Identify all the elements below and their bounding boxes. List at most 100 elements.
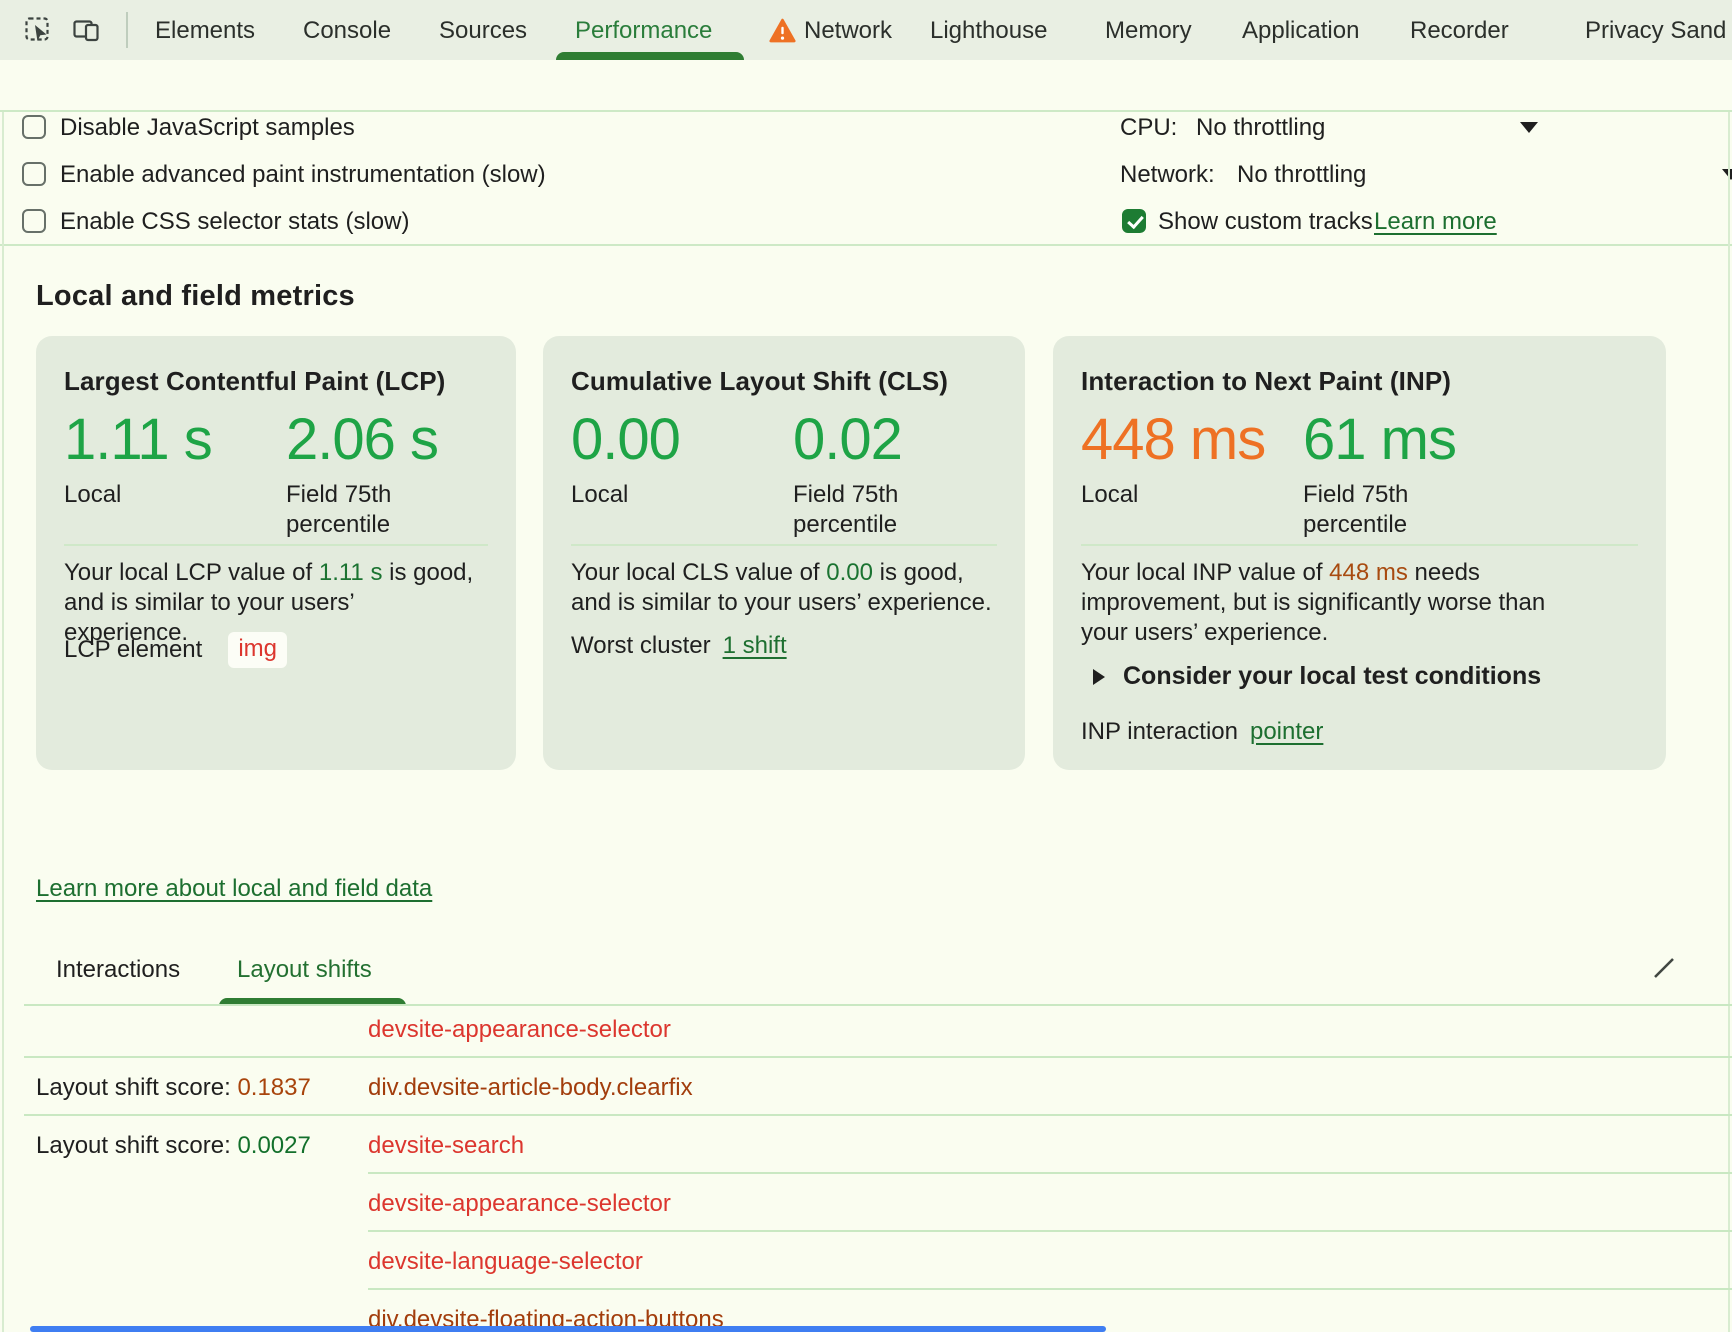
chevron-down-icon[interactable] xyxy=(1722,169,1732,180)
network-throttling-label: Network: xyxy=(1120,161,1215,189)
layout-shift-row: Layout shift score: 0.0027 xyxy=(36,1132,311,1160)
inp-interaction-link[interactable]: pointer xyxy=(1250,718,1323,746)
panel-left-border xyxy=(2,112,4,1332)
row-divider xyxy=(24,1056,1732,1058)
shift-node-link[interactable]: devsite-language-selector xyxy=(368,1248,643,1275)
lcp-card-title: Largest Contentful Paint (LCP) xyxy=(64,366,445,397)
tab-layout-shifts[interactable]: Layout shifts xyxy=(237,956,372,984)
tab-lighthouse[interactable]: Lighthouse xyxy=(930,17,1047,45)
worst-cluster-link[interactable]: 1 shift xyxy=(723,632,787,660)
lcp-element-node-chip[interactable]: img xyxy=(228,632,287,668)
advanced-paint-checkbox[interactable] xyxy=(22,162,46,186)
inp-field-value: 61 ms xyxy=(1303,408,1525,472)
lcp-field-value: 2.06 s xyxy=(286,408,508,472)
inp-field-label: Field 75th percentile xyxy=(1303,480,1463,540)
disable-js-samples-label[interactable]: Disable JavaScript samples xyxy=(60,114,355,142)
layout-shift-row: devsite-appearance-selector xyxy=(368,1190,671,1218)
layout-shift-score-label: Layout shift score: xyxy=(36,1074,237,1101)
tab-application[interactable]: Application xyxy=(1242,17,1359,45)
devtools-tabbar: Elements Console Sources Performance Net… xyxy=(0,0,1732,60)
selected-row-highlight xyxy=(30,1326,1106,1332)
panel-right-border xyxy=(1728,112,1730,1332)
row-divider xyxy=(368,1230,1732,1232)
device-toolbar-icon[interactable] xyxy=(70,14,102,46)
layout-shift-score-value: 0.0027 xyxy=(237,1132,310,1159)
show-custom-tracks-label[interactable]: Show custom tracks xyxy=(1158,208,1373,236)
tab-recorder[interactable]: Recorder xyxy=(1410,17,1509,45)
active-tab-indicator xyxy=(556,52,744,60)
network-throttling-select[interactable]: No throttling xyxy=(1237,161,1366,189)
tab-interactions[interactable]: Interactions xyxy=(56,956,180,984)
chevron-down-icon[interactable] xyxy=(1520,122,1538,133)
cls-card-title: Cumulative Layout Shift (CLS) xyxy=(571,366,948,397)
cpu-throttling-label: CPU: xyxy=(1120,114,1177,142)
card-divider xyxy=(571,544,997,546)
tabbar-separator xyxy=(126,12,128,48)
inp-local-value: 448 ms xyxy=(1081,408,1303,472)
inp-interaction-label: INP interaction xyxy=(1081,718,1238,746)
cls-local-value: 0.00 xyxy=(571,408,793,472)
shift-node-link[interactable]: devsite-search xyxy=(368,1132,524,1159)
tab-privacy-sandbox[interactable]: Privacy Sand xyxy=(1585,17,1726,45)
advanced-paint-label[interactable]: Enable advanced paint instrumentation (s… xyxy=(60,161,546,189)
clear-log-icon[interactable] xyxy=(1646,950,1682,986)
lcp-element-label: LCP element xyxy=(64,636,202,664)
row-divider xyxy=(368,1172,1732,1174)
inp-local-label: Local xyxy=(1081,480,1241,510)
css-selector-stats-label[interactable]: Enable CSS selector stats (slow) xyxy=(60,208,409,236)
shift-node-link[interactable]: devsite-appearance-selector xyxy=(368,1190,671,1217)
layout-shift-row: devsite-language-selector xyxy=(368,1248,643,1276)
local-test-conditions-label: Consider your local test conditions xyxy=(1123,662,1541,691)
shift-node-link[interactable]: div.devsite-article-body.clearfix xyxy=(368,1074,693,1101)
inp-desc-value: 448 ms xyxy=(1329,559,1408,586)
cls-field-label: Field 75th percentile xyxy=(793,480,953,540)
inp-desc-text: Your local INP value of xyxy=(1081,559,1329,586)
layout-shift-row: Layout shift score: 0.1837 xyxy=(36,1074,311,1102)
card-divider xyxy=(64,544,488,546)
disable-js-samples-checkbox[interactable] xyxy=(22,115,46,139)
local-and-field-metrics-heading: Local and field metrics xyxy=(36,280,355,313)
tab-performance[interactable]: Performance xyxy=(575,17,712,45)
card-divider xyxy=(1081,544,1638,546)
worst-cluster-label: Worst cluster xyxy=(571,632,711,660)
tab-elements[interactable]: Elements xyxy=(155,17,255,45)
local-test-conditions-disclosure[interactable]: Consider your local test conditions xyxy=(1093,662,1541,691)
lcp-desc-value: 1.11 s xyxy=(319,559,383,586)
cls-description: Your local CLS value of 0.00 is good, an… xyxy=(571,558,995,618)
layout-shift-score-label: Layout shift score: xyxy=(36,1132,237,1159)
row-divider xyxy=(24,1114,1732,1116)
show-custom-tracks-checkbox[interactable] xyxy=(1122,209,1146,233)
layout-shift-row: devsite-appearance-selector xyxy=(368,1016,671,1044)
lcp-local-label: Local xyxy=(64,480,224,510)
tab-memory[interactable]: Memory xyxy=(1105,17,1192,45)
lcp-local-value: 1.11 s xyxy=(64,408,286,472)
layout-shift-row-node: devsite-search xyxy=(368,1132,524,1160)
cls-local-label: Local xyxy=(571,480,731,510)
custom-tracks-learn-more-link[interactable]: Learn more xyxy=(1374,208,1497,236)
inp-description: Your local INP value of 448 ms needs imp… xyxy=(1081,558,1555,648)
cpu-throttling-select[interactable]: No throttling xyxy=(1196,114,1325,142)
lcp-desc-text: Your local LCP value of xyxy=(64,559,319,586)
tab-network[interactable]: Network xyxy=(804,17,892,45)
layout-shift-row-node: div.devsite-article-body.clearfix xyxy=(368,1074,693,1102)
tab-sources[interactable]: Sources xyxy=(439,17,527,45)
css-selector-stats-checkbox[interactable] xyxy=(22,209,46,233)
tab-console[interactable]: Console xyxy=(303,17,391,45)
learn-more-local-field-link[interactable]: Learn more about local and field data xyxy=(36,875,432,903)
lcp-field-label: Field 75th percentile xyxy=(286,480,446,540)
performance-settings: Disable JavaScript samples Enable advanc… xyxy=(0,112,1732,246)
layout-shift-score-value: 0.1837 xyxy=(237,1074,310,1101)
devtools-performance-panel: Elements Console Sources Performance Net… xyxy=(0,0,1732,1332)
network-warning-icon xyxy=(769,17,796,44)
cls-desc-text: Your local CLS value of xyxy=(571,559,826,586)
disclosure-triangle-icon xyxy=(1093,669,1105,685)
cls-metric-card: Cumulative Layout Shift (CLS) 0.00 Local… xyxy=(543,336,1025,770)
performance-toolbar: Live metrics Screenshots Memory xyxy=(0,60,1732,112)
shift-node-link[interactable]: devsite-appearance-selector xyxy=(368,1016,671,1043)
inspect-element-icon[interactable] xyxy=(22,14,54,46)
cls-desc-value: 0.00 xyxy=(826,559,873,586)
inp-card-title: Interaction to Next Paint (INP) xyxy=(1081,366,1451,397)
row-divider xyxy=(368,1288,1732,1290)
inp-metric-card: Interaction to Next Paint (INP) 448 ms L… xyxy=(1053,336,1666,770)
lcp-metric-card: Largest Contentful Paint (LCP) 1.11 s Lo… xyxy=(36,336,516,770)
